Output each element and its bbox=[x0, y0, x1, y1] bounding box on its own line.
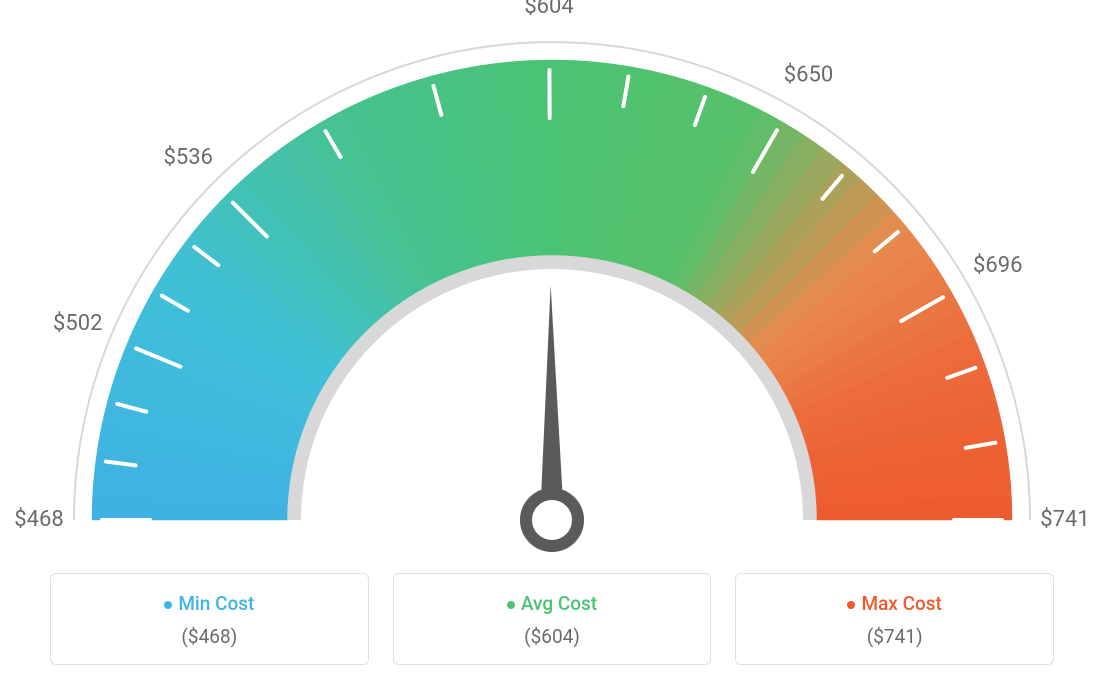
gauge-tick-label: $741 bbox=[1040, 507, 1089, 532]
gauge-tick-label: $604 bbox=[524, 0, 573, 19]
legend-max-value: ($741) bbox=[746, 625, 1043, 648]
legend-min-card: Min Cost ($468) bbox=[50, 573, 369, 665]
legend-avg-title: Avg Cost bbox=[404, 592, 701, 615]
legend-max-card: Max Cost ($741) bbox=[735, 573, 1054, 665]
gauge-svg: $468 $502 $536 $604 $650 $696 $741 bbox=[0, 0, 1104, 560]
dot-icon bbox=[847, 601, 855, 609]
legend-min-title: Min Cost bbox=[61, 592, 358, 615]
dot-icon bbox=[507, 601, 515, 609]
legend-avg-card: Avg Cost ($604) bbox=[393, 573, 712, 665]
legend-max-title: Max Cost bbox=[746, 592, 1043, 615]
gauge-tick-label: $650 bbox=[784, 63, 833, 88]
gauge-tick-label: $468 bbox=[14, 507, 63, 532]
legend-row: Min Cost ($468) Avg Cost ($604) Max Cost… bbox=[50, 573, 1054, 665]
legend-max-title-text: Max Cost bbox=[861, 592, 941, 615]
legend-min-title-text: Min Cost bbox=[178, 592, 254, 615]
legend-avg-title-text: Avg Cost bbox=[521, 592, 597, 615]
gauge-tick-label: $696 bbox=[973, 253, 1022, 278]
legend-avg-value: ($604) bbox=[404, 625, 701, 648]
gauge-tick-label: $502 bbox=[53, 311, 102, 336]
dot-icon bbox=[164, 601, 172, 609]
legend-min-value: ($468) bbox=[61, 625, 358, 648]
gauge-tick-label: $536 bbox=[163, 145, 212, 170]
cost-gauge: $468 $502 $536 $604 $650 $696 $741 bbox=[0, 0, 1104, 560]
